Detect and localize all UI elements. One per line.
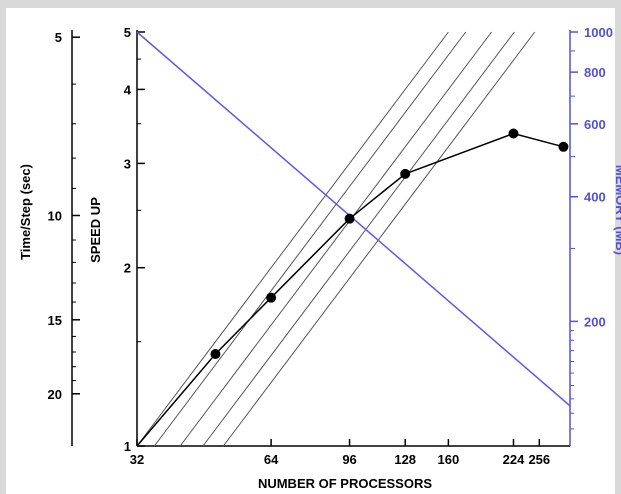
x-tick-label: 32: [130, 452, 144, 467]
ideal-speedup-line: [136, 31, 449, 447]
axes-layer: [71, 30, 578, 447]
series-layer: [136, 31, 571, 447]
time-tick-label: 5: [55, 30, 62, 45]
ideal-speedup-line: [153, 31, 467, 447]
memory-tick-label: 1000: [584, 25, 613, 40]
memory-tick-label: 200: [584, 314, 606, 329]
y-tick-label: 2: [124, 261, 131, 276]
chart-panel: [6, 8, 615, 494]
time-tick-label: 20: [48, 387, 62, 402]
ideal-speedup-line: [222, 31, 536, 447]
x-tick-label: 96: [342, 452, 356, 467]
x-axis-title: NUMBER OF PROCESSORS: [258, 476, 432, 491]
speedup-point: [266, 292, 277, 303]
labels-layer: SPEED UP Time/Step (sec) MEMORY (MB) NUM…: [18, 25, 621, 491]
ideal-speedup-line: [179, 31, 492, 447]
x-tick-label: 160: [438, 452, 460, 467]
ideal-speedup-line: [202, 31, 515, 447]
y-tick-label: 1: [124, 439, 131, 454]
x-tick-label: 64: [264, 452, 279, 467]
speedup-line: [136, 132, 564, 447]
speedup-point: [508, 128, 519, 139]
time-tick-label: 10: [48, 208, 62, 223]
y-tick-label: 3: [124, 156, 131, 171]
y-tick-label: 4: [124, 82, 132, 97]
speedup-point: [210, 348, 221, 359]
time-tick-label: 15: [48, 313, 62, 328]
x-tick-label: 224: [503, 452, 525, 467]
y-tick-label: 5: [124, 25, 131, 40]
speedup-point: [344, 213, 355, 224]
memory-tick-label: 400: [584, 190, 606, 205]
memory-tick-label: 800: [584, 65, 606, 80]
time-axis-title: Time/Step (sec): [18, 164, 33, 260]
speedup-point: [558, 141, 569, 152]
y-axis-title: SPEED UP: [88, 197, 103, 263]
x-tick-label: 128: [394, 452, 416, 467]
speedup-point: [400, 168, 411, 179]
ideal-lines-layer: [136, 31, 536, 447]
x-tick-label: 256: [528, 452, 550, 467]
memory-axis-title: MEMORY (MB): [613, 165, 621, 255]
memory-tick-label: 600: [584, 117, 606, 132]
